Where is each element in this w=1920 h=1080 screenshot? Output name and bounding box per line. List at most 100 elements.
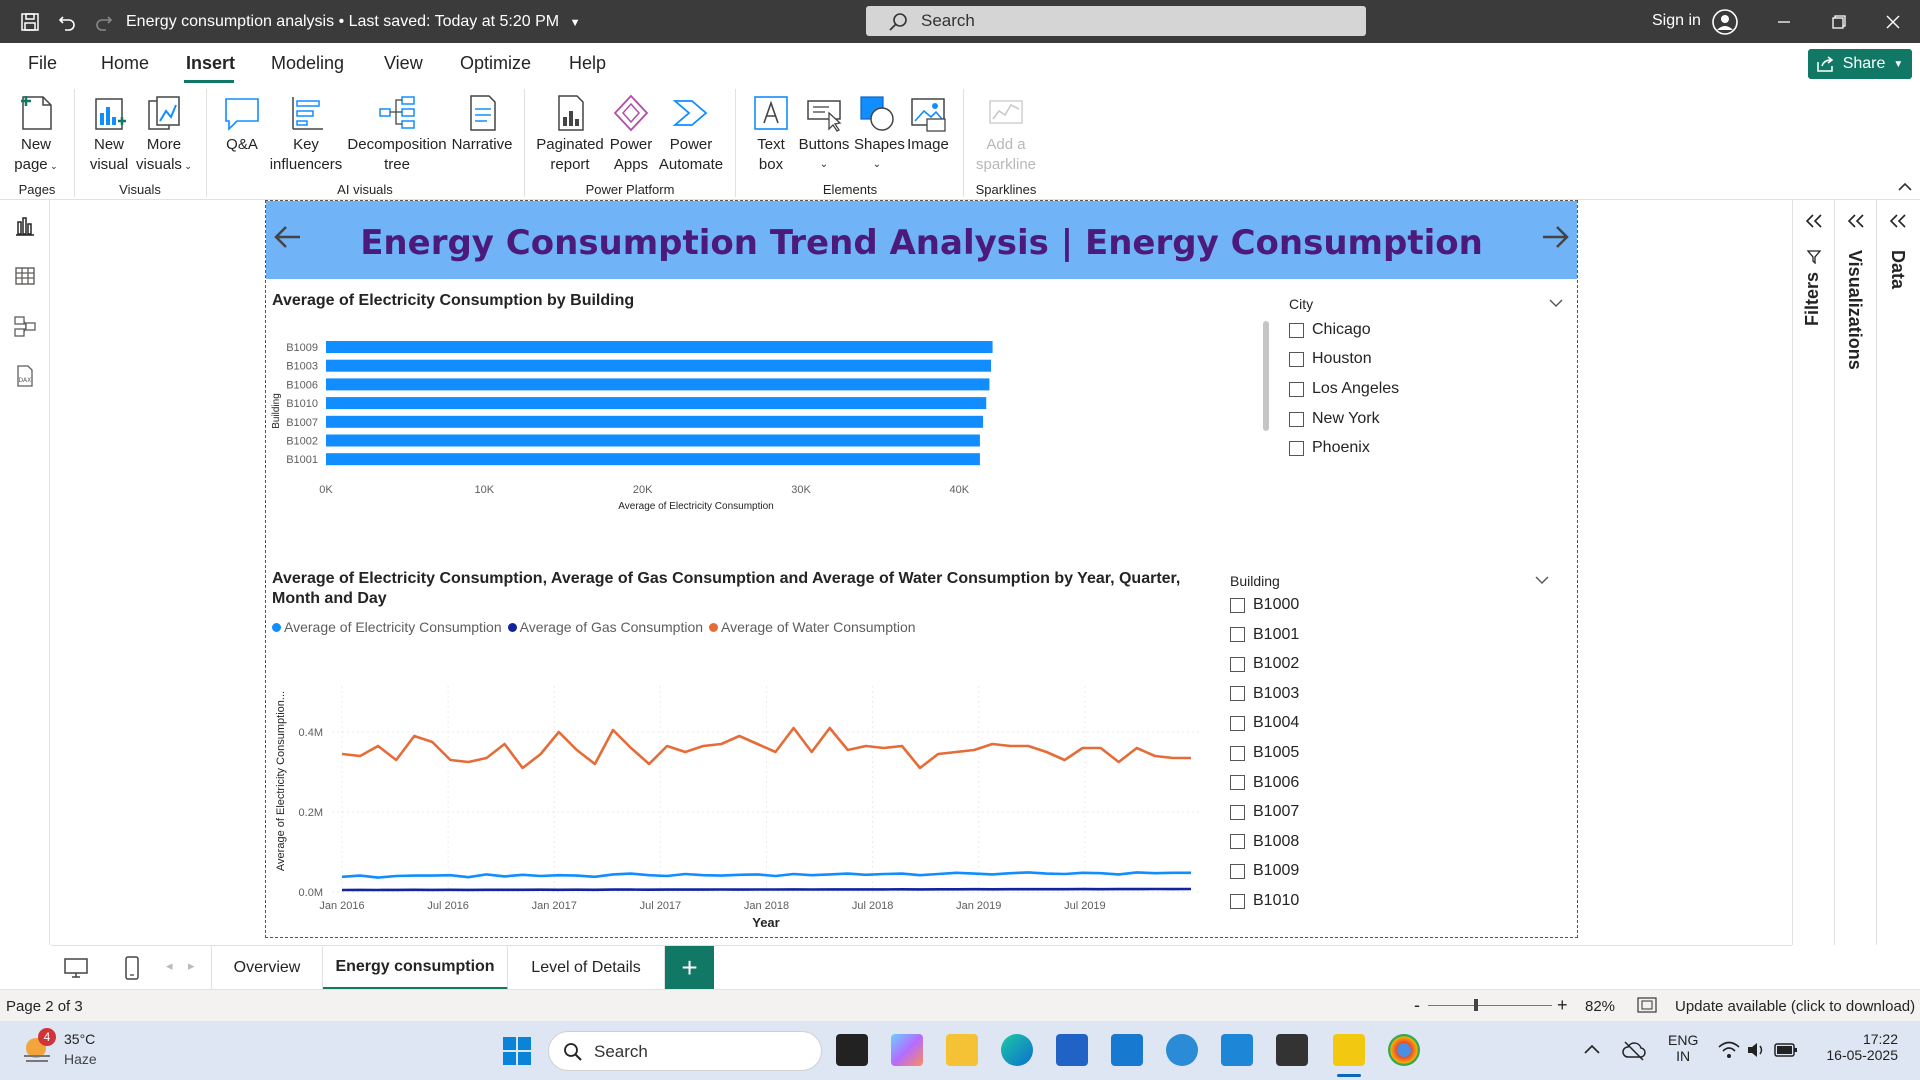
volume-icon[interactable] [1746, 1041, 1766, 1059]
bar[interactable] [326, 415, 984, 428]
checkbox[interactable] [1289, 322, 1304, 338]
page-tab-overview[interactable]: Overview [211, 946, 323, 990]
sign-in-button[interactable]: Sign in [1652, 12, 1701, 30]
tab-insert[interactable]: Insert [186, 53, 236, 73]
edge-browser-icon[interactable] [1001, 1034, 1033, 1066]
legend-item[interactable]: Average of Gas Consumption [507, 619, 703, 635]
collapse-ribbon-icon[interactable] [1898, 179, 1912, 195]
data-pane[interactable]: Data [1876, 200, 1920, 945]
checkbox[interactable] [1230, 597, 1245, 613]
add-page-button[interactable]: + [665, 946, 714, 990]
restore-button[interactable] [1819, 8, 1859, 36]
building-option[interactable]: B1001 [1230, 626, 1299, 644]
checkbox[interactable] [1230, 893, 1245, 909]
close-button[interactable] [1873, 8, 1913, 36]
help-icon[interactable] [1166, 1034, 1198, 1066]
battery-icon[interactable] [1774, 1042, 1798, 1058]
report-view-icon[interactable] [13, 214, 37, 238]
checkbox[interactable] [1230, 834, 1245, 850]
checkbox[interactable] [1289, 351, 1304, 367]
weather-widget[interactable]: 4 [20, 1028, 56, 1071]
chevron-left-icon[interactable]: ◂ [166, 958, 173, 973]
collapse-left-icon[interactable] [1889, 214, 1907, 228]
checkbox[interactable] [1230, 804, 1245, 820]
tab-modeling[interactable]: Modeling [271, 53, 345, 73]
account-icon[interactable] [1712, 9, 1738, 40]
legend-item[interactable]: Average of Water Consumption [709, 619, 916, 635]
language-indicator[interactable]: ENG IN [1668, 1032, 1698, 1064]
checkbox[interactable] [1230, 745, 1245, 761]
taskbar-search[interactable]: Search [548, 1031, 822, 1071]
narrative-button[interactable]: Narrative [450, 93, 514, 155]
microsoft-store-icon[interactable] [1056, 1034, 1088, 1066]
dax-query-view-icon[interactable]: DAX [13, 364, 37, 388]
fit-to-page-icon[interactable] [1637, 997, 1657, 1013]
shapes-button[interactable]: Shapes ⌄ [854, 93, 905, 175]
city-slicer-scrollbar[interactable] [1263, 321, 1269, 431]
document-title[interactable]: Energy consumption analysis • Last saved… [126, 13, 580, 31]
file-explorer-icon[interactable] [946, 1034, 978, 1066]
building-option[interactable]: B1003 [1230, 685, 1299, 703]
checkbox[interactable] [1289, 411, 1304, 427]
tab-help[interactable]: Help [569, 53, 607, 73]
checkbox[interactable] [1230, 715, 1245, 731]
zoom-out-button[interactable]: - [1414, 995, 1420, 1015]
legend-item[interactable]: Average of Electricity Consumption [272, 619, 502, 635]
new-page-button[interactable]: New page ⌄ [10, 93, 62, 176]
checkbox[interactable] [1230, 627, 1245, 643]
tab-optimize[interactable]: Optimize [460, 53, 532, 73]
power-bi-icon[interactable] [1333, 1034, 1365, 1066]
paginated-report-button[interactable]: Paginated report [536, 93, 604, 175]
tab-home[interactable]: Home [101, 53, 150, 73]
tab-view[interactable]: View [384, 53, 423, 73]
search-box[interactable]: Search [866, 6, 1366, 36]
zoom-slider-thumb[interactable] [1474, 999, 1478, 1011]
bar-chart[interactable]: B1009 B1003 B1006 B1010 B1007 B1002 B1001 0K 10K… [266, 311, 1196, 541]
share-button[interactable]: Share ▼ [1808, 49, 1912, 79]
building-option[interactable]: B1006 [1230, 774, 1299, 792]
bar[interactable] [326, 341, 993, 353]
checkbox[interactable] [1230, 863, 1245, 879]
checkbox[interactable] [1289, 381, 1304, 397]
chevron-right-icon[interactable]: ▸ [188, 958, 195, 973]
task-view-icon[interactable] [836, 1034, 868, 1066]
clock[interactable]: 17:22 16-05-2025 [1818, 1031, 1898, 1063]
minimize-button[interactable] [1764, 8, 1804, 36]
buttons-button[interactable]: Buttons ⌄ [796, 93, 852, 175]
city-option-new-york[interactable]: New York [1289, 410, 1380, 428]
power-automate-button[interactable]: Power Automate [656, 93, 726, 175]
checkbox[interactable] [1289, 440, 1304, 456]
cloud-offline-icon[interactable] [1622, 1039, 1646, 1061]
tab-file[interactable]: File [28, 53, 58, 73]
qa-button[interactable]: Q&A [218, 93, 266, 155]
bar[interactable] [326, 453, 980, 466]
image-button[interactable]: Image [904, 93, 952, 155]
vscode-icon[interactable] [1221, 1034, 1253, 1066]
collapse-left-icon[interactable] [1847, 214, 1865, 228]
table-view-icon[interactable] [13, 264, 37, 288]
windows-start-icon[interactable] [502, 1036, 532, 1066]
visualizations-pane[interactable]: Visualizations [1834, 200, 1876, 945]
power-apps-button[interactable]: Power Apps [608, 93, 654, 175]
checkbox[interactable] [1230, 656, 1245, 672]
line-chart[interactable]: 0.0M 0.2M 0.4M Jan 2016 Jul 2016 Jan 2017 Jul … [266, 641, 1206, 931]
save-icon[interactable] [18, 10, 42, 34]
series-line[interactable] [341, 887, 1192, 892]
add-sparkline-button[interactable]: Add a sparkline [970, 93, 1042, 175]
desktop-layout-icon[interactable] [63, 956, 89, 980]
forward-arrow-icon[interactable] [1539, 221, 1571, 253]
chevron-up-icon[interactable] [1584, 1043, 1600, 1055]
building-option[interactable]: B1005 [1230, 744, 1299, 762]
chevron-down-icon[interactable] [1549, 298, 1563, 308]
key-influencers-button[interactable]: Key influencers [268, 93, 344, 175]
more-visuals-button[interactable]: More visuals ⌄ [136, 93, 192, 176]
wifi-icon[interactable] [1718, 1041, 1740, 1059]
back-arrow-icon[interactable] [272, 221, 304, 253]
zoom-in-button[interactable]: + [1557, 995, 1568, 1015]
building-option[interactable]: B1009 [1230, 862, 1299, 880]
building-option[interactable]: B1000 [1230, 596, 1299, 614]
series-line[interactable] [341, 871, 1191, 879]
checkbox[interactable] [1230, 686, 1245, 702]
page-tab-level-of-details[interactable]: Level of Details [508, 946, 665, 990]
checkbox[interactable] [1230, 775, 1245, 791]
